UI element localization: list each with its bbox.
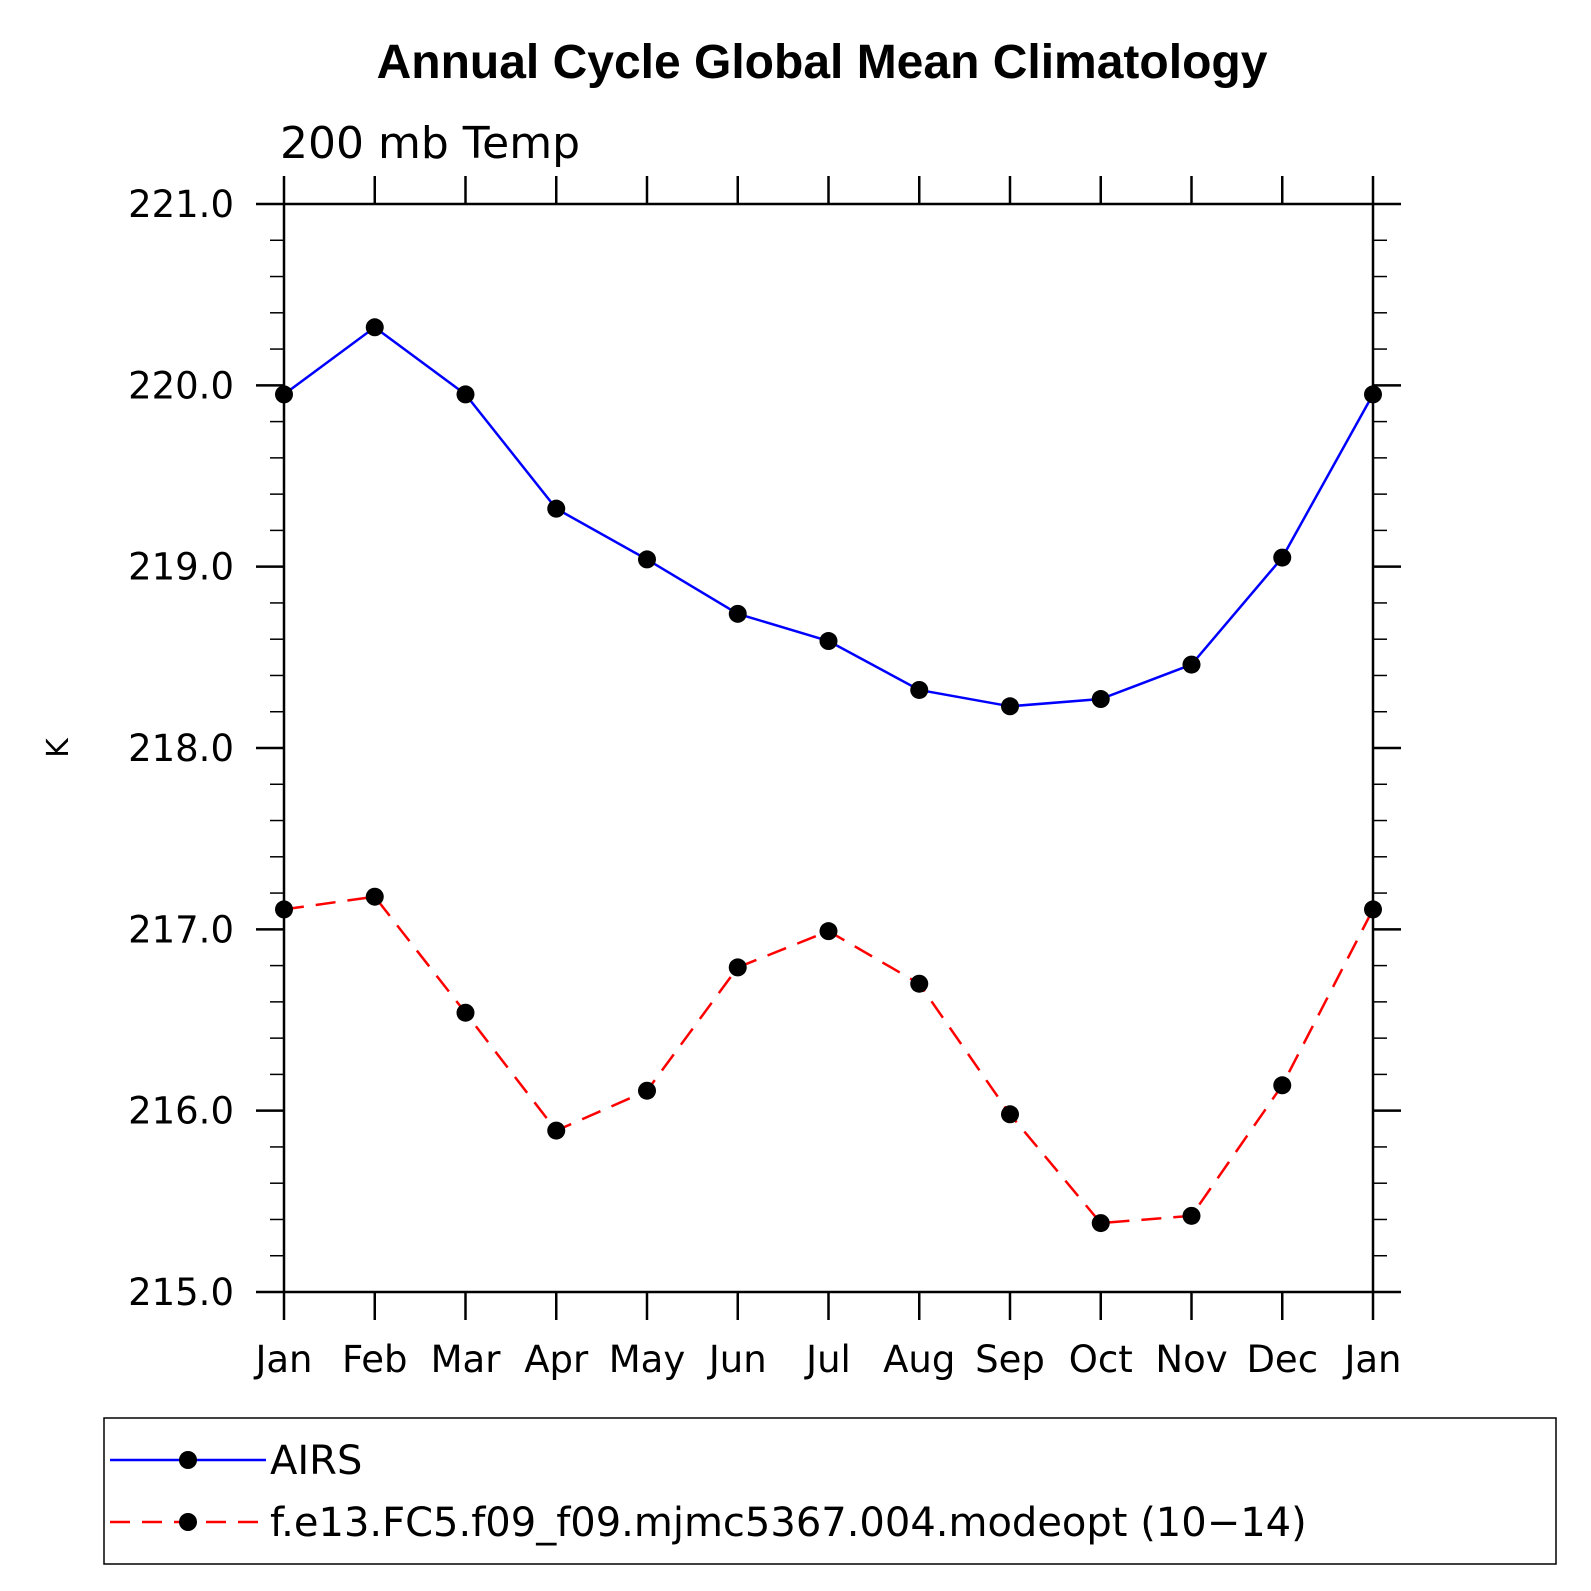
x-tick-label: Sep xyxy=(975,1338,1045,1381)
y-tick-label: 219.0 xyxy=(128,546,234,589)
data-point xyxy=(638,550,656,569)
legend-box xyxy=(103,1417,1557,1565)
data-point xyxy=(456,1003,475,1022)
data-point xyxy=(456,385,475,404)
data-point xyxy=(275,385,293,404)
data-point xyxy=(819,922,838,941)
x-tick-label: Jan xyxy=(253,1338,312,1381)
y-tick-label: 218.0 xyxy=(128,727,234,770)
data-point xyxy=(547,1121,566,1140)
x-tick-label: Jun xyxy=(707,1338,767,1381)
y-tick-label: 217.0 xyxy=(128,908,234,951)
legend-label-0: AIRS xyxy=(270,1438,362,1484)
data-point xyxy=(819,632,838,651)
data-point xyxy=(547,499,566,518)
data-point xyxy=(1091,1214,1110,1233)
plot-frame xyxy=(282,202,1375,1294)
data-point xyxy=(1091,690,1110,709)
data-point xyxy=(1273,548,1292,567)
x-tick-label: Jan xyxy=(1342,1338,1401,1381)
data-point xyxy=(1182,1206,1201,1225)
data-point xyxy=(638,1081,656,1100)
y-tick-label: 221.0 xyxy=(128,183,234,226)
data-point xyxy=(1364,900,1382,919)
x-tick-label: May xyxy=(609,1338,686,1381)
y-tick-label: 215.0 xyxy=(128,1271,234,1314)
x-tick-label: Nov xyxy=(1155,1338,1227,1381)
series-line-1 xyxy=(283,895,1375,1225)
legend-marker-1 xyxy=(179,1513,197,1531)
data-point xyxy=(728,958,747,977)
data-point xyxy=(1273,1076,1292,1095)
x-tick-label: Jul xyxy=(804,1338,851,1381)
y-axis-label: K xyxy=(41,737,76,758)
x-tick-label: Dec xyxy=(1246,1338,1318,1381)
x-tick-label: Oct xyxy=(1069,1338,1133,1381)
x-tick-label: Mar xyxy=(431,1338,502,1381)
data-point xyxy=(1001,697,1019,716)
data-point xyxy=(1364,385,1382,404)
legend-label-1: f.e13.FC5.f09_f09.mjmc5367.004.modeopt (… xyxy=(270,1500,1307,1546)
y-tick-label: 220.0 xyxy=(128,364,234,407)
x-tick-label: Feb xyxy=(342,1338,408,1381)
data-point xyxy=(365,887,384,906)
data-point xyxy=(365,318,384,337)
data-point xyxy=(910,974,929,993)
y-tick-label: 216.0 xyxy=(128,1090,234,1133)
x-tick-label: Aug xyxy=(883,1338,955,1381)
data-point xyxy=(275,900,293,919)
data-point xyxy=(728,604,747,623)
x-tick-label: Apr xyxy=(524,1338,589,1381)
chart-title: Annual Cycle Global Mean Climatology xyxy=(377,36,1268,89)
chart-subtitle: 200 mb Temp xyxy=(280,118,580,169)
data-point xyxy=(910,680,929,699)
legend-marker-0 xyxy=(179,1451,197,1469)
data-point xyxy=(1182,655,1201,674)
data-point xyxy=(1001,1105,1019,1124)
